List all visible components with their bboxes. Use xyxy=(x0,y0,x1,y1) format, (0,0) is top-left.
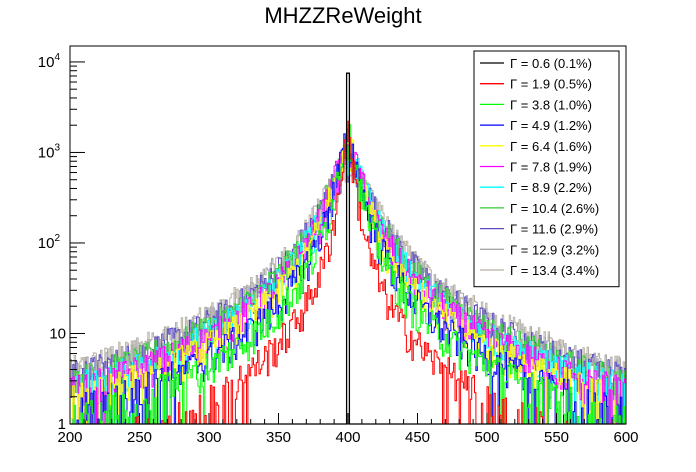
legend-label: Γ = 1.9 (0.5%) xyxy=(510,77,592,92)
x-tick-label: 550 xyxy=(544,429,569,446)
x-tick-label: 350 xyxy=(266,429,291,446)
chart-title: MHZZReWeight xyxy=(264,3,421,28)
y-tick-label: 104 xyxy=(38,52,61,71)
y-tick-label: 1 xyxy=(58,416,66,433)
x-tick-label: 200 xyxy=(57,429,82,446)
legend: Γ = 0.6 (0.1%) Γ = 1.9 (0.5%) Γ = 3.8 (1.0… xyxy=(473,50,620,288)
series-line xyxy=(70,120,626,425)
x-tick-label: 250 xyxy=(127,429,152,446)
y-tick-label: 10 xyxy=(49,325,66,342)
legend-label: Γ = 10.4 (2.6%) xyxy=(510,201,599,216)
series-line xyxy=(70,124,626,425)
legend-label: Γ = 0.6 (0.1%) xyxy=(510,56,592,71)
x-tick-label: 300 xyxy=(196,429,221,446)
axis-ticks: 200 250 300 350 400 450 500 550 600 1 10 102 103 104 xyxy=(38,52,639,446)
series-line xyxy=(70,138,627,425)
x-tick-label: 600 xyxy=(613,429,638,446)
y-tick-label: 103 xyxy=(38,142,61,161)
legend-label: Γ = 13.4 (3.4%) xyxy=(510,263,599,278)
legend-label: Γ = 6.4 (1.6%) xyxy=(510,139,592,154)
legend-label: Γ = 4.9 (1.2%) xyxy=(510,118,592,133)
y-tick-label: 102 xyxy=(38,233,61,252)
legend-label: Γ = 7.8 (1.9%) xyxy=(510,160,592,175)
x-tick-label: 400 xyxy=(335,429,360,446)
legend-label: Γ = 8.9 (2.2%) xyxy=(510,180,592,195)
x-tick-label: 500 xyxy=(474,429,499,446)
legend-label: Γ = 11.6 (2.9%) xyxy=(510,222,598,237)
legend-label: Γ = 3.8 (1.0%) xyxy=(510,97,592,112)
legend-label: Γ = 12.9 (3.2%) xyxy=(510,242,599,257)
legend-box xyxy=(473,50,620,288)
x-tick-label: 450 xyxy=(405,429,430,446)
